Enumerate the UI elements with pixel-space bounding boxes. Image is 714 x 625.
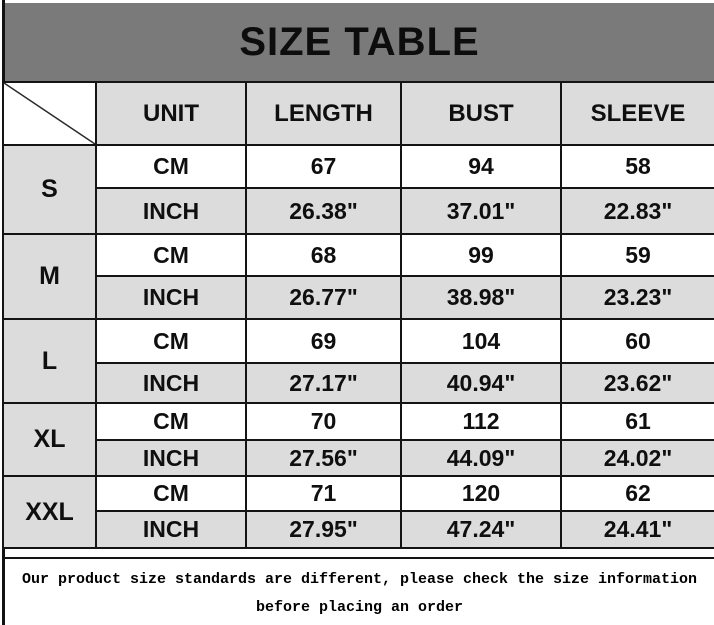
- value-cell: 24.41": [560, 510, 714, 549]
- value-cell: 60: [560, 318, 714, 364]
- unit-cell: CM: [95, 144, 247, 189]
- size-table-title-bar: SIZE TABLE: [5, 3, 714, 81]
- value-cell: 62: [560, 475, 714, 512]
- unit-cell: CM: [95, 402, 247, 441]
- column-header-sleeve: SLEEVE: [560, 81, 714, 146]
- value-cell: 67: [245, 144, 402, 189]
- value-cell: 70: [245, 402, 402, 441]
- footer-note-line1: Our product size standards are different…: [21, 571, 698, 588]
- unit-cell: INCH: [95, 187, 247, 235]
- value-cell: 47.24": [400, 510, 562, 549]
- value-cell: 71: [245, 475, 402, 512]
- size-label-xl: XL: [2, 402, 97, 477]
- row-xxl-cm: XXL CM 71 120 62: [2, 475, 714, 549]
- value-cell: 59: [560, 233, 714, 277]
- unit-cell: INCH: [95, 439, 247, 477]
- size-label-s: S: [2, 144, 97, 235]
- row-l-inch: INCH 27.17" 40.94" 23.62": [3, 362, 714, 404]
- row-s-inch: INCH 26.38" 37.01" 22.83": [3, 187, 714, 235]
- row-xxl-inch: INCH 27.95" 47.24" 24.41": [3, 510, 714, 549]
- value-cell: 38.98": [400, 275, 562, 320]
- size-label-xxl: XXL: [2, 475, 97, 549]
- diagonal-corner-cell: [2, 81, 97, 146]
- value-cell: 120: [400, 475, 562, 512]
- unit-cell: INCH: [95, 510, 247, 549]
- value-cell: 26.38": [245, 187, 402, 235]
- size-table: UNIT LENGTH BUST SLEEVE S CM 67 94 58 INCH 26.38"…: [2, 81, 714, 549]
- unit-cell: CM: [95, 318, 247, 364]
- value-cell: 69: [245, 318, 402, 364]
- value-cell: 40.94": [400, 362, 562, 404]
- unit-cell: INCH: [95, 275, 247, 320]
- value-cell: 22.83": [560, 187, 714, 235]
- column-header-bust: BUST: [400, 81, 562, 146]
- header-row: UNIT LENGTH BUST SLEEVE: [2, 81, 714, 146]
- value-cell: 104: [400, 318, 562, 364]
- value-cell: 26.77": [245, 275, 402, 320]
- size-table-body: S CM 67 94 58 INCH 26.38" 37.01" 22.83" M CM 68 99 59…: [2, 144, 714, 549]
- value-cell: 68: [245, 233, 402, 277]
- size-label-m: M: [2, 233, 97, 320]
- row-xl-inch: INCH 27.56" 44.09" 24.02": [3, 439, 714, 477]
- row-l-cm: L CM 69 104 60: [2, 318, 714, 404]
- row-m-cm: M CM 68 99 59: [2, 233, 714, 320]
- page-title: SIZE TABLE: [239, 19, 480, 64]
- unit-cell: INCH: [95, 362, 247, 404]
- diagonal-divider-line: [4, 83, 95, 144]
- value-cell: 58: [560, 144, 714, 189]
- unit-cell: CM: [95, 475, 247, 512]
- footer-note-line2: before placing an order: [255, 599, 464, 616]
- row-m-inch: INCH 26.77" 38.98" 23.23": [3, 275, 714, 320]
- value-cell: 27.17": [245, 362, 402, 404]
- row-s-cm: S CM 67 94 58: [2, 144, 714, 235]
- value-cell: 27.56": [245, 439, 402, 477]
- value-cell: 23.62": [560, 362, 714, 404]
- value-cell: 99: [400, 233, 562, 277]
- value-cell: 24.02": [560, 439, 714, 477]
- size-table-header: UNIT LENGTH BUST SLEEVE: [2, 81, 714, 146]
- footer-note: Our product size standards are different…: [2, 557, 714, 625]
- value-cell: 23.23": [560, 275, 714, 320]
- value-cell: 112: [400, 402, 562, 441]
- value-cell: 44.09": [400, 439, 562, 477]
- column-header-length: LENGTH: [245, 81, 402, 146]
- row-xl-cm: XL CM 70 112 61: [2, 402, 714, 477]
- value-cell: 61: [560, 402, 714, 441]
- column-header-unit: UNIT: [95, 81, 247, 146]
- value-cell: 27.95": [245, 510, 402, 549]
- value-cell: 37.01": [400, 187, 562, 235]
- size-label-l: L: [2, 318, 97, 404]
- unit-cell: CM: [95, 233, 247, 277]
- value-cell: 94: [400, 144, 562, 189]
